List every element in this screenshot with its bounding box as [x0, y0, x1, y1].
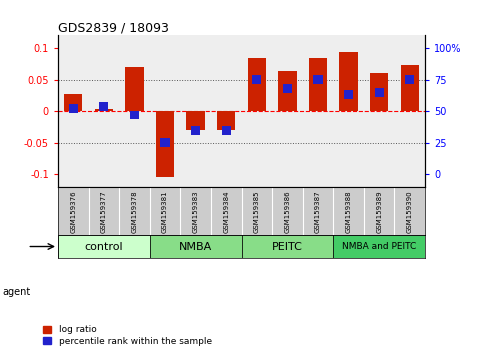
Bar	[150, 235, 242, 258]
Bar	[156, 111, 174, 177]
Text: GSM159377: GSM159377	[101, 190, 107, 233]
Text: NMBA and PEITC: NMBA and PEITC	[342, 242, 416, 251]
Text: GSM159376: GSM159376	[70, 190, 76, 233]
Bar	[248, 57, 266, 111]
Bar	[283, 84, 292, 93]
Bar	[69, 104, 78, 113]
Text: GSM159384: GSM159384	[223, 190, 229, 233]
Text: GDS2839 / 18093: GDS2839 / 18093	[58, 21, 169, 34]
Legend: log ratio, percentile rank within the sample: log ratio, percentile rank within the sa…	[43, 325, 212, 346]
Text: GSM159389: GSM159389	[376, 190, 382, 233]
Text: GSM159387: GSM159387	[315, 190, 321, 233]
Text: GSM159381: GSM159381	[162, 190, 168, 233]
Bar	[340, 52, 358, 111]
Bar	[375, 88, 384, 97]
Bar	[130, 110, 139, 119]
Bar	[222, 126, 231, 135]
Bar	[333, 235, 425, 258]
Bar	[242, 235, 333, 258]
Text: GSM159390: GSM159390	[407, 190, 413, 233]
Bar	[160, 138, 170, 147]
Bar	[99, 102, 109, 110]
Text: GSM159378: GSM159378	[131, 190, 138, 233]
Text: GSM159383: GSM159383	[193, 190, 199, 233]
Bar	[252, 75, 261, 84]
Text: agent: agent	[2, 287, 30, 297]
Bar	[344, 90, 353, 99]
Bar	[313, 75, 323, 84]
Bar	[400, 65, 419, 111]
Bar	[405, 75, 414, 84]
Bar	[186, 111, 205, 130]
Text: GSM159388: GSM159388	[345, 190, 352, 233]
Text: GSM159386: GSM159386	[284, 190, 290, 233]
Bar	[309, 57, 327, 111]
Bar	[278, 72, 297, 111]
Bar	[191, 126, 200, 135]
Text: control: control	[85, 241, 123, 251]
Text: GSM159385: GSM159385	[254, 190, 260, 233]
Bar	[58, 235, 150, 258]
Bar	[125, 67, 143, 111]
Bar	[95, 109, 113, 111]
Text: PEITC: PEITC	[272, 241, 303, 251]
Bar	[64, 94, 83, 111]
Bar	[217, 111, 235, 130]
Text: NMBA: NMBA	[179, 241, 212, 251]
Bar	[370, 73, 388, 111]
